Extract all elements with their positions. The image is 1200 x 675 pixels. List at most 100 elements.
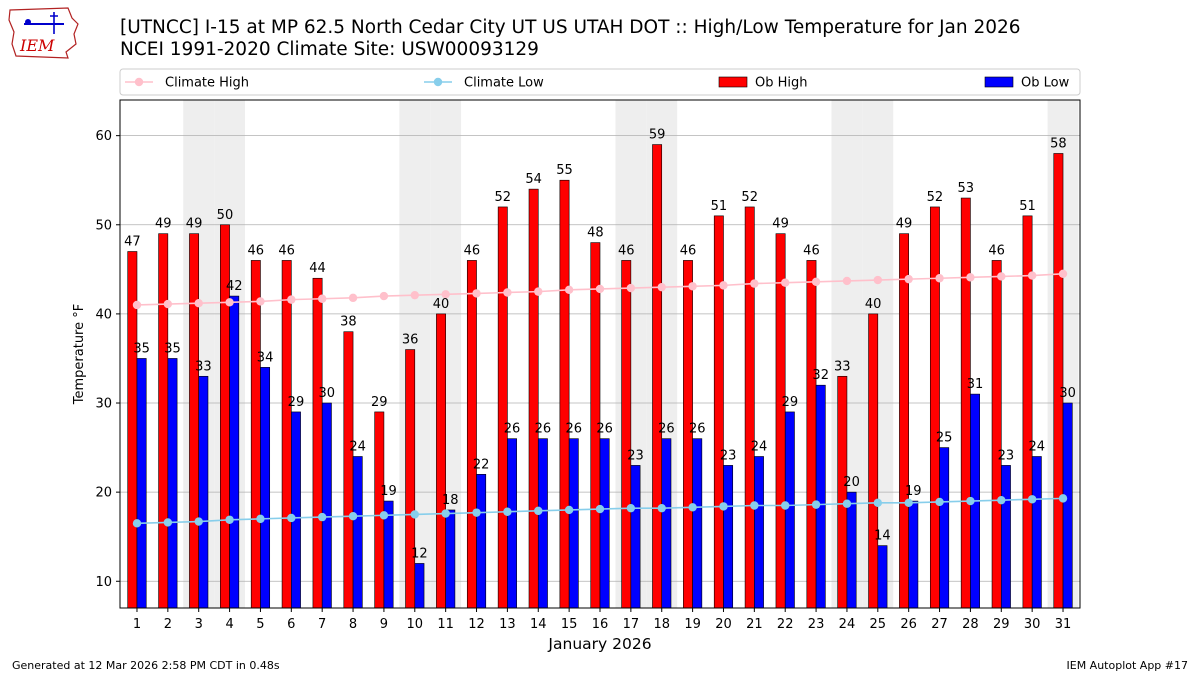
x-tick-label-19: 19 — [684, 617, 701, 632]
ob-high-bar-day-15 — [559, 179, 570, 609]
y-tick-label-10: 10 — [95, 575, 112, 590]
ob-low-label-day-4: 42 — [226, 279, 243, 294]
ob-high-bar-day-14 — [528, 188, 539, 609]
ob-low-bar-day-25 — [877, 545, 888, 609]
chart-title-line-1: [UTNCC] I-15 at MP 62.5 North Cedar City… — [120, 17, 1021, 38]
ob-high-label-day-19: 46 — [680, 243, 697, 258]
ob-high-label-day-8: 38 — [340, 315, 357, 330]
x-tick-label-2: 2 — [164, 617, 172, 632]
climate-high-point-day-8 — [348, 293, 358, 303]
x-tick-label-14: 14 — [530, 617, 547, 632]
ob-high-label-day-14: 54 — [525, 172, 542, 187]
climate-low-point-day-30 — [1027, 495, 1037, 504]
ob-high-bar-day-18 — [652, 144, 663, 609]
x-tick-label-8: 8 — [349, 617, 357, 632]
ob-high-bar-day-21 — [744, 206, 755, 609]
ob-high-label-day-13: 52 — [494, 190, 511, 205]
climate-low-point-day-18 — [657, 503, 666, 513]
ob-high-bar-day-23 — [806, 260, 817, 609]
climate-low-point-day-25 — [873, 498, 883, 508]
climate-low-point-day-7 — [317, 512, 327, 522]
climate-high-point-day-5 — [256, 297, 265, 306]
x-axis-label: January 2026 — [547, 635, 651, 653]
ob-high-bar-day-11 — [436, 313, 446, 609]
ob-high-bar-day-5 — [250, 260, 261, 609]
ob-low-bar-day-12 — [476, 474, 487, 609]
climate-high-point-day-25 — [873, 275, 883, 285]
ob-low-legend-swatch — [984, 76, 1014, 88]
ob-high-label-day-6: 46 — [278, 243, 295, 258]
climate-high-point-day-7 — [317, 294, 327, 303]
ob-low-label-day-7: 30 — [319, 386, 336, 401]
climate-high-legend-swatch-marker — [134, 77, 144, 87]
ob-low-bar-day-17 — [630, 465, 641, 609]
ob-high-label-day-22: 49 — [772, 217, 789, 232]
climate-low-point-day-3 — [194, 517, 203, 526]
climate-high-point-day-6 — [287, 295, 296, 304]
x-tick-label-6: 6 — [287, 617, 295, 632]
climate-low-point-day-23 — [811, 500, 821, 509]
x-tick-label-1: 1 — [133, 617, 141, 632]
ob-high-bar-day-6 — [281, 260, 292, 609]
ob-low-label-day-17: 23 — [627, 448, 644, 463]
ob-low-bar-day-6 — [291, 411, 301, 609]
ob-high-label-day-27: 52 — [927, 190, 944, 205]
ob-high-label-day-15: 55 — [556, 163, 573, 178]
x-tick-label-20: 20 — [715, 617, 732, 632]
ob-low-bar-day-23 — [815, 384, 826, 609]
x-tick-label-10: 10 — [407, 617, 424, 632]
ob-low-label-day-1: 35 — [133, 341, 150, 356]
ob-high-legend-swatch — [718, 76, 748, 88]
climate-low-point-day-22 — [781, 501, 790, 510]
ob-low-label-day-31: 30 — [1059, 386, 1076, 401]
ob-high-bar-day-25 — [868, 313, 879, 609]
app-credit: IEM Autoplot App #17 — [1066, 659, 1189, 672]
x-tick-label-5: 5 — [256, 617, 264, 632]
climate-low-point-day-24 — [842, 499, 852, 508]
climate-high-point-day-21 — [750, 279, 759, 288]
ob-low-label-day-24: 20 — [843, 475, 860, 490]
ob-low-bar-day-27 — [939, 447, 950, 609]
ob-low-bar-day-14 — [537, 438, 548, 609]
ob-high-bar-day-10 — [405, 349, 416, 609]
x-tick-label-11: 11 — [437, 617, 454, 632]
ob-low-bar-day-29 — [1000, 465, 1011, 609]
climate-low-legend-swatch-marker — [433, 77, 443, 87]
climate-low-point-day-31 — [1058, 494, 1068, 503]
ob-low-label-day-9: 19 — [380, 484, 397, 499]
x-tick-label-23: 23 — [808, 617, 825, 632]
ob-low-label-day-28: 31 — [967, 377, 984, 392]
ob-low-label-day-13: 26 — [504, 422, 521, 437]
x-tick-label-12: 12 — [468, 617, 485, 632]
climate-low-point-day-26 — [904, 498, 913, 508]
climate-low-point-day-17 — [626, 503, 636, 513]
climate-low-point-day-19 — [688, 503, 697, 512]
ob-low-bar-day-22 — [784, 411, 795, 609]
ob-low-bar-day-7 — [321, 402, 332, 609]
ob-high-label-day-18: 59 — [649, 128, 666, 143]
climate-low-point-day-12 — [472, 508, 481, 517]
ob-low-bar-day-30 — [1031, 456, 1042, 609]
ob-high-bar-day-31 — [1053, 153, 1064, 609]
ob-low-bar-day-21 — [754, 456, 764, 609]
ob-low-bar-day-19 — [692, 438, 703, 609]
ob-low-label-day-18: 26 — [658, 422, 675, 437]
ob-high-bar-day-22 — [775, 233, 786, 609]
legend-frame — [119, 68, 1081, 96]
ob-high-bar-day-24 — [837, 375, 848, 609]
ob-low-bar-day-18 — [661, 438, 672, 609]
climate-low-point-day-11 — [441, 509, 450, 518]
ob-low-label-day-2: 35 — [164, 341, 181, 356]
x-tick-label-27: 27 — [931, 617, 948, 632]
ob-low-label-day-11: 18 — [442, 493, 459, 508]
climate-low-point-day-21 — [750, 501, 759, 510]
climate-low-point-day-20 — [719, 502, 728, 511]
ob-high-label-day-28: 53 — [958, 181, 975, 196]
climate-high-point-day-3 — [194, 299, 203, 308]
ob-high-label-day-12: 46 — [464, 243, 481, 258]
ob-low-bar-day-31 — [1062, 402, 1073, 609]
ob-low-bar-day-2 — [167, 358, 178, 609]
climate-low-point-day-8 — [348, 512, 358, 521]
climate-low-point-day-4 — [225, 515, 234, 524]
ob-low-bar-day-4 — [229, 295, 240, 609]
